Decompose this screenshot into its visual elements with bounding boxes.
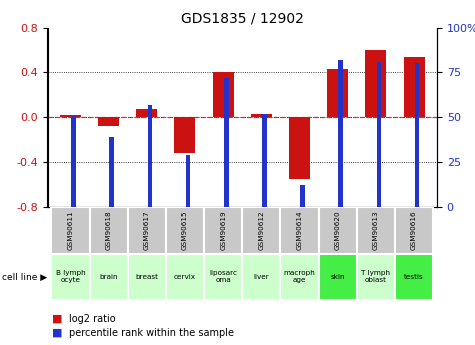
Bar xyxy=(98,117,119,126)
Bar xyxy=(60,115,81,117)
Text: log2 ratio: log2 ratio xyxy=(69,314,115,324)
Bar xyxy=(289,117,310,179)
Text: ■: ■ xyxy=(52,314,63,324)
Text: liposarc
oma: liposarc oma xyxy=(209,270,237,283)
Bar xyxy=(186,155,190,207)
Bar xyxy=(174,117,196,153)
Bar xyxy=(251,114,272,117)
Title: GDS1835 / 12902: GDS1835 / 12902 xyxy=(181,11,304,25)
Text: cervix: cervix xyxy=(174,274,196,280)
Text: GSM90613: GSM90613 xyxy=(373,210,379,250)
Text: liver: liver xyxy=(254,274,269,280)
Bar xyxy=(242,254,280,300)
Text: GSM90619: GSM90619 xyxy=(220,210,226,250)
Bar xyxy=(319,254,357,300)
Bar xyxy=(204,207,242,254)
Bar xyxy=(377,62,381,207)
Bar xyxy=(262,114,266,207)
Bar xyxy=(136,109,157,117)
Bar xyxy=(51,207,89,254)
Text: skin: skin xyxy=(331,274,345,280)
Text: GSM90612: GSM90612 xyxy=(258,210,265,250)
Bar xyxy=(213,72,234,117)
Text: cell line ▶: cell line ▶ xyxy=(2,273,48,282)
Bar xyxy=(404,57,425,117)
Text: testis: testis xyxy=(404,274,424,280)
Bar xyxy=(319,207,357,254)
Bar xyxy=(395,207,433,254)
Bar xyxy=(128,254,166,300)
Bar xyxy=(224,78,228,207)
Bar xyxy=(166,207,204,254)
Bar xyxy=(415,63,419,207)
Text: B lymph
ocyte: B lymph ocyte xyxy=(56,270,85,283)
Text: GSM90616: GSM90616 xyxy=(411,210,417,250)
Bar xyxy=(89,254,128,300)
Bar xyxy=(51,254,89,300)
Bar xyxy=(357,254,395,300)
Bar xyxy=(357,207,395,254)
Bar xyxy=(109,137,114,207)
Bar xyxy=(242,207,280,254)
Text: GSM90615: GSM90615 xyxy=(182,210,188,250)
Bar xyxy=(280,207,319,254)
Bar xyxy=(327,69,348,117)
Text: ■: ■ xyxy=(52,328,63,338)
Text: breast: breast xyxy=(135,274,158,280)
Bar xyxy=(300,186,305,207)
Text: GSM90617: GSM90617 xyxy=(144,210,150,250)
Bar xyxy=(365,50,386,117)
Bar xyxy=(148,105,152,207)
Bar xyxy=(89,207,128,254)
Text: GSM90611: GSM90611 xyxy=(67,210,74,250)
Text: GSM90620: GSM90620 xyxy=(335,210,341,250)
Bar xyxy=(280,254,319,300)
Bar xyxy=(71,116,76,207)
Text: GSM90618: GSM90618 xyxy=(105,210,112,250)
Text: macroph
age: macroph age xyxy=(284,270,315,283)
Bar xyxy=(339,60,343,207)
Text: percentile rank within the sample: percentile rank within the sample xyxy=(69,328,234,338)
Text: brain: brain xyxy=(99,274,118,280)
Text: T lymph
oblast: T lymph oblast xyxy=(361,270,390,283)
Text: GSM90614: GSM90614 xyxy=(296,210,303,250)
Bar xyxy=(166,254,204,300)
Bar xyxy=(204,254,242,300)
Bar xyxy=(128,207,166,254)
Bar xyxy=(395,254,433,300)
